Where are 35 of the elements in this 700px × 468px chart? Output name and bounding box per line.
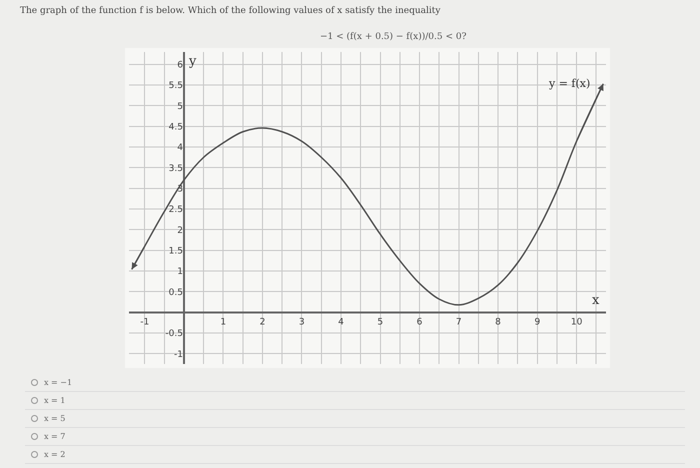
x-tick-label: 2: [260, 317, 266, 328]
text: x = 1: [44, 396, 66, 405]
chart-subtitle: −1 < (f(x + 0.5) − f(x))/0.5 < 0?: [320, 32, 466, 42]
legend-label: y = f(x): [548, 77, 590, 90]
x-tick-label: 3: [298, 317, 305, 328]
y-tick-label: 0.5: [168, 288, 183, 298]
y-tick-label: 6: [177, 60, 184, 71]
text: x = 5: [44, 414, 66, 423]
x-tick-label: 10: [570, 317, 583, 328]
x-tick-label: 9: [534, 317, 540, 328]
x-tick-label: -1: [140, 317, 150, 328]
text: x = 2: [44, 450, 66, 459]
chart-title: The graph of the function f is below. Which of the following values of x satisfy the inequality: [20, 6, 440, 16]
x-tick-label: 5: [377, 317, 384, 328]
text: x = 7: [44, 432, 66, 441]
y-tick-label: -0.5: [165, 329, 183, 340]
y-tick-label: 1: [177, 267, 183, 278]
y-tick-label: 5.5: [168, 81, 183, 92]
text: x = −1: [44, 378, 72, 387]
y-tick-label: 3.5: [168, 164, 183, 174]
x-tick-label: 7: [456, 317, 462, 328]
x-tick-label: 1: [220, 317, 226, 328]
y-tick-label: -1: [174, 350, 183, 360]
y-tick-label: 5: [177, 102, 183, 112]
y-tick-label: 2.5: [168, 205, 183, 216]
y-tick-label: 2: [177, 226, 183, 236]
y-axis-title: y: [188, 54, 197, 69]
y-tick-label: 4: [177, 143, 184, 154]
x-tick-label: 4: [338, 317, 344, 328]
x-axis-title: x: [592, 293, 600, 308]
x-tick-label: 6: [416, 317, 423, 328]
x-tick-label: 8: [495, 317, 502, 328]
y-tick-label: 3: [177, 184, 183, 195]
y-tick-label: 4.5: [168, 122, 183, 133]
y-tick-label: 1.5: [168, 246, 183, 257]
